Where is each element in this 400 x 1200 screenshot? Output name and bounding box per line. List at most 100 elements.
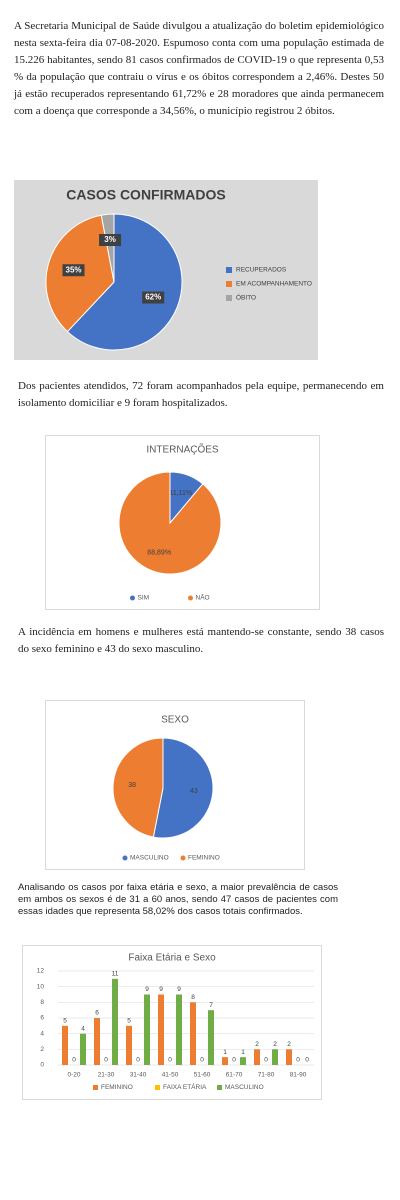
y-tick-label: 4: [40, 1030, 44, 1037]
slice-label: 43: [190, 788, 198, 795]
chart-title: CASOS CONFIRMADOS: [66, 187, 225, 203]
paragraph: A incidência em homens e mulheres está m…: [18, 626, 384, 655]
y-tick-label: 0: [40, 1062, 44, 1069]
paragraph: Analisando os casos por faixa etária e s…: [18, 882, 338, 917]
legend-label: MASCULINO: [130, 855, 169, 862]
bar: [254, 1049, 260, 1065]
paragraph: Dos pacientes atendidos, 72 foram acompa…: [18, 380, 384, 409]
bar: [144, 994, 150, 1065]
legend-swatch: [217, 1085, 222, 1090]
chart: SEXO 43 38 MASCULINO FEMININO: [45, 700, 305, 870]
slice-label: 38: [128, 782, 136, 789]
legend-label: SIM: [138, 595, 150, 602]
chart-title: INTERNAÇÕES: [146, 443, 219, 456]
legend-label: FAIXA ETÁRIA: [163, 1082, 207, 1091]
bar-value-label: 11: [112, 971, 119, 978]
bar-value-label: 0: [104, 1057, 108, 1064]
bar-value-label: 9: [177, 986, 181, 993]
legend-swatch: [188, 595, 193, 601]
bar: [176, 994, 182, 1065]
bar: [94, 1018, 100, 1065]
legend-swatch: [226, 267, 232, 273]
legend-swatch: [180, 855, 186, 861]
bar-value-label: 2: [255, 1041, 259, 1048]
label-box: [142, 291, 165, 304]
chart-title: Faixa Etária e Sexo: [128, 953, 216, 964]
y-tick-label: 2: [40, 1046, 44, 1053]
bar-value-label: 5: [63, 1018, 67, 1025]
bar-value-label: 1: [223, 1049, 227, 1056]
legend-label: NÃO: [196, 593, 210, 602]
x-tick-label: 21-30: [98, 1072, 115, 1079]
bar-value-label: 0: [136, 1057, 140, 1064]
x-tick-label: 81-90: [290, 1072, 307, 1079]
x-tick-label: 41-50: [162, 1072, 179, 1079]
bar: [240, 1057, 246, 1065]
bar: [190, 1002, 196, 1065]
y-tick-label: 6: [40, 1015, 44, 1022]
legend-swatch: [155, 1085, 160, 1090]
bar-value-label: 2: [273, 1041, 277, 1048]
x-tick-label: 61-70: [226, 1072, 243, 1079]
legend-label: FEMININO: [188, 855, 220, 862]
paragraph: A Secretaria Municipal de Saúde divulgou…: [14, 20, 384, 117]
bar-value-label: 0: [168, 1057, 172, 1064]
legend-swatch: [226, 295, 232, 301]
chart: CASOS CONFIRMADOS 62% 35% 3% RECUPERADOS EM A…: [14, 180, 318, 360]
chart: INTERNAÇÕES 11,11% 88,89% SIM NÃO: [45, 435, 320, 610]
label-box: [99, 234, 122, 247]
bar-value-label: 6: [95, 1010, 99, 1017]
bar-value-label: 4: [81, 1025, 85, 1032]
x-tick-label: 0-20: [67, 1072, 80, 1079]
chart: Faixa Etária e Sexo0246810120-2050421-30…: [22, 945, 322, 1100]
legend-label: MASCULINO: [225, 1084, 264, 1091]
pie-slice: [112, 737, 164, 838]
bar-value-label: 0: [232, 1057, 236, 1064]
bar: [62, 1025, 68, 1065]
bar-value-label: 7: [209, 1002, 213, 1009]
bar: [272, 1049, 278, 1065]
legend-swatch: [226, 281, 232, 287]
bar: [208, 1010, 214, 1065]
bar-value-label: 9: [159, 986, 163, 993]
bar-value-label: 0: [200, 1057, 204, 1064]
bar-value-label: 0: [305, 1057, 309, 1064]
pie-slice: [118, 471, 222, 575]
bar-value-label: 9: [145, 986, 149, 993]
label-box: [62, 264, 85, 277]
y-tick-label: 10: [37, 983, 45, 990]
x-tick-label: 71-80: [258, 1072, 275, 1079]
bar-value-label: 0: [72, 1057, 76, 1064]
bar-value-label: 2: [287, 1041, 291, 1048]
x-tick-label: 51-60: [194, 1072, 211, 1079]
bar-value-label: 1: [241, 1049, 245, 1056]
legend-label: ÓBITO: [236, 293, 256, 302]
bar-value-label: 8: [191, 994, 195, 1001]
pie-slice: [100, 213, 115, 283]
bar: [158, 994, 164, 1065]
y-tick-label: 8: [40, 999, 44, 1006]
bar: [126, 1025, 132, 1065]
legend-swatch: [130, 595, 135, 601]
slice-label: 35%: [66, 265, 82, 274]
x-tick-label: 31-40: [130, 1072, 147, 1079]
slice-label: 3%: [104, 235, 116, 244]
bar-value-label: 0: [296, 1057, 300, 1064]
legend-swatch: [93, 1085, 98, 1090]
slice-label: 88,89%: [147, 550, 171, 557]
legend-swatch: [122, 855, 128, 861]
pie-slice: [66, 213, 183, 351]
legend-label: EM ACOMPANHAMENTO: [236, 281, 312, 288]
pie-slice: [152, 737, 214, 839]
slice-label: 62%: [145, 293, 161, 302]
bar: [286, 1049, 292, 1065]
chart-title: SEXO: [161, 715, 189, 726]
bar: [112, 978, 118, 1065]
bar-value-label: 0: [264, 1057, 268, 1064]
bar: [80, 1033, 86, 1065]
y-tick-label: 12: [37, 968, 45, 975]
legend-label: RECUPERADOS: [236, 267, 287, 274]
slice-label: 11,11%: [169, 490, 192, 497]
legend-label: FEMININO: [101, 1084, 133, 1091]
bar: [222, 1057, 228, 1065]
